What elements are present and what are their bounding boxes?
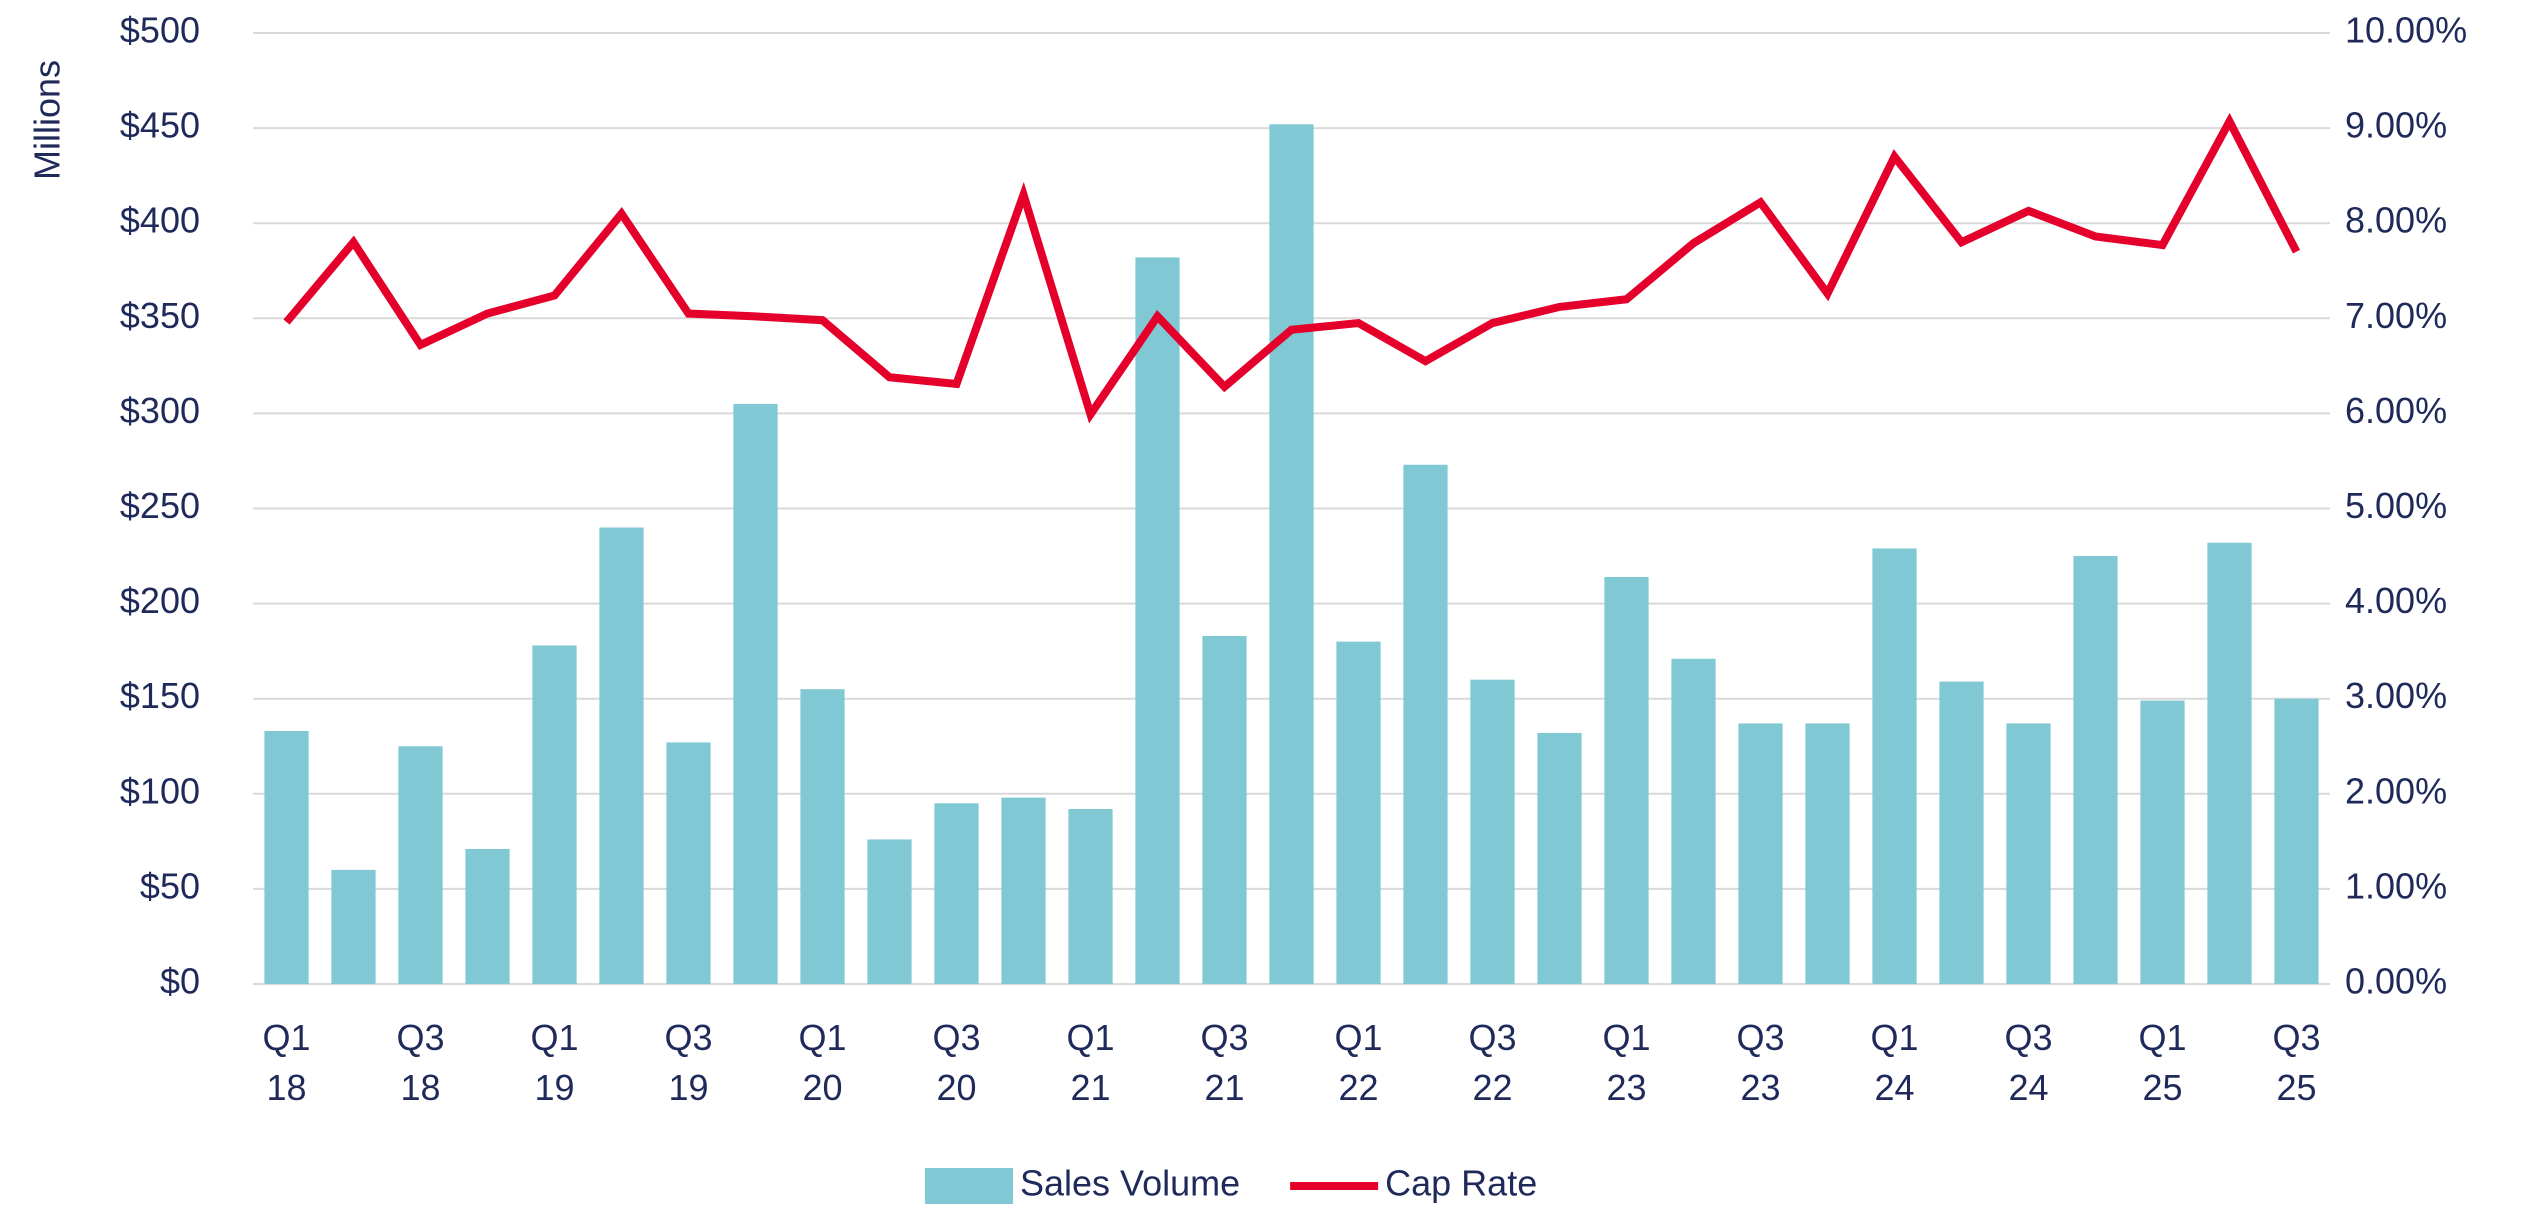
bar [1001, 797, 1046, 984]
bar [331, 869, 376, 984]
bar [1403, 464, 1448, 984]
y-tick-label: $350 [120, 295, 200, 336]
y2-tick-label: 0.00% [2345, 961, 2447, 1002]
bar [465, 848, 510, 984]
bar [2006, 723, 2051, 984]
y-tick-label: $450 [120, 105, 200, 146]
x-tick-label: Q3 18 [396, 1017, 445, 1108]
x-tick-label: Q1 24 [1870, 1017, 1919, 1108]
bar [2274, 698, 2319, 984]
bar [733, 403, 778, 984]
x-tick-label: Q1 21 [1066, 1017, 1115, 1108]
y-tick-label: $250 [120, 485, 200, 526]
bar [1738, 723, 1783, 984]
legend-swatch [925, 1168, 1013, 1204]
y-tick-label: $100 [120, 770, 200, 811]
x-tick-label: Q1 19 [530, 1017, 579, 1108]
x-tick-label: Q1 20 [798, 1017, 847, 1108]
y-tick-label: $400 [120, 200, 200, 241]
y-tick-label: $150 [120, 675, 200, 716]
bar [1939, 681, 1984, 984]
y2-tick-label: 2.00% [2345, 770, 2447, 811]
bar [867, 839, 912, 984]
bar [1872, 548, 1917, 984]
y2-tick-label: 8.00% [2345, 200, 2447, 241]
y2-tick-label: 6.00% [2345, 390, 2447, 431]
bar [666, 742, 711, 984]
bar [532, 645, 577, 984]
y2-tick-label: 4.00% [2345, 580, 2447, 621]
bar [398, 746, 443, 984]
y-tick-label: $0 [160, 961, 200, 1002]
bar [2073, 556, 2118, 984]
bar [1604, 576, 1649, 984]
legend-label: Sales Volume [1020, 1163, 1240, 1204]
bar [1202, 635, 1247, 984]
bar [934, 803, 979, 984]
x-tick-label: Q3 22 [1468, 1017, 1517, 1108]
x-tick-label: Q3 21 [1200, 1017, 1249, 1108]
bar [1470, 679, 1515, 984]
bar [2207, 542, 2252, 984]
bar [1269, 124, 1314, 984]
bar [2140, 700, 2185, 984]
y-tick-label: $300 [120, 390, 200, 431]
y2-tick-label: 9.00% [2345, 105, 2447, 146]
bar [264, 731, 309, 984]
bar [800, 689, 845, 984]
x-tick-label: Q3 19 [664, 1017, 713, 1108]
x-tick-label: Q3 24 [2004, 1017, 2053, 1108]
x-tick-label: Q1 23 [1602, 1017, 1651, 1108]
legend-label: Cap Rate [1385, 1163, 1537, 1204]
line [283, 112, 2301, 424]
y-tick-label: $200 [120, 580, 200, 621]
y2-tick-label: 7.00% [2345, 295, 2447, 336]
x-tick-label: Q1 22 [1334, 1017, 1383, 1108]
bar [1336, 641, 1381, 984]
x-tick-label: Q3 20 [932, 1017, 981, 1108]
x-tick-label: Q3 23 [1736, 1017, 1785, 1108]
y2-tick-label: 3.00% [2345, 675, 2447, 716]
bar [1135, 257, 1180, 984]
x-tick-label: Q3 25 [2272, 1017, 2321, 1108]
bar [599, 527, 644, 984]
y2-tick-label: 1.00% [2345, 865, 2447, 906]
y2-tick-label: 10.00% [2345, 10, 2467, 51]
y-tick-label: $500 [120, 10, 200, 51]
bar [1805, 723, 1850, 984]
bar [1537, 732, 1582, 984]
y2-tick-label: 5.00% [2345, 485, 2447, 526]
bar [1068, 809, 1113, 984]
x-tick-label: Q1 18 [262, 1017, 311, 1108]
x-tick-label: Q1 25 [2138, 1017, 2187, 1108]
y-tick-label: $50 [140, 865, 200, 906]
bar [1671, 658, 1716, 984]
y-axis-label: Millions [27, 60, 68, 180]
